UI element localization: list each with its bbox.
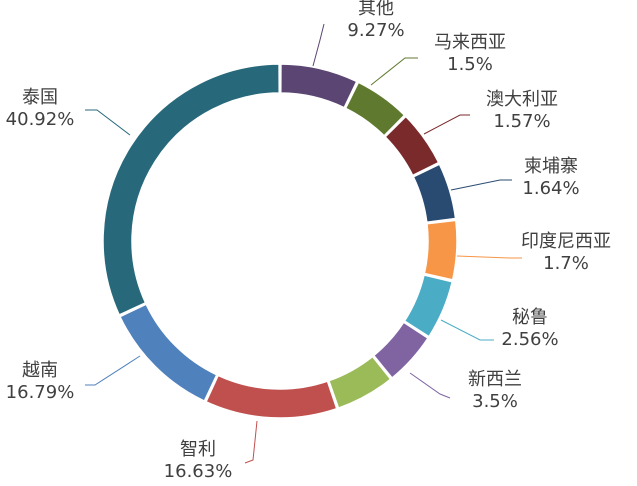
slice-name-label-6: 新西兰 <box>468 369 522 390</box>
slice-value-label-3: 1.64% <box>522 178 579 199</box>
slice-extra <box>327 355 392 410</box>
slice-name-label-4: 印度尼西亚 <box>521 231 611 252</box>
slice-value-label-6: 3.5% <box>472 391 518 412</box>
slice-name-label-1: 马来西亚 <box>434 32 506 53</box>
slice-0 <box>280 63 358 109</box>
slice-value-label-7: 16.63% <box>164 461 233 482</box>
slice-1 <box>344 81 406 137</box>
slice-4 <box>423 219 458 281</box>
slice-9 <box>102 63 280 316</box>
slice-name-label-3: 柬埔寨 <box>524 156 578 177</box>
slice-name-label-8: 越南 <box>22 360 58 381</box>
slice-2 <box>384 115 440 177</box>
slice-7 <box>118 303 218 403</box>
slice-name-label-9: 泰国 <box>22 87 58 108</box>
leader-line-6 <box>409 372 451 399</box>
slice-value-label-9: 40.92% <box>6 109 75 130</box>
slice-name-label-2: 澳大利亚 <box>486 89 558 110</box>
leader-line-1 <box>370 57 418 86</box>
leader-line-3 <box>450 179 512 191</box>
slice-value-label-1: 1.5% <box>447 54 493 75</box>
slice-3 <box>412 163 457 224</box>
leader-line-4 <box>456 255 522 259</box>
slice-value-label-2: 1.57% <box>493 111 550 132</box>
slice-5 <box>403 274 454 338</box>
slice-value-label-5: 2.56% <box>501 329 558 350</box>
slice-8 <box>205 374 338 419</box>
leader-line-9 <box>85 109 131 136</box>
leader-line-8 <box>85 355 141 386</box>
slice-6 <box>372 321 429 380</box>
leader-lines-group <box>85 23 522 464</box>
slice-value-label-8: 16.79% <box>6 382 75 403</box>
leader-line-0 <box>312 23 325 67</box>
slice-value-label-0: 9.27% <box>347 20 404 41</box>
slice-name-label-5: 秘鲁 <box>512 307 548 328</box>
slice-name-label-0: 其他 <box>358 0 394 19</box>
leader-line-5 <box>440 319 494 341</box>
slices-group <box>102 63 458 419</box>
leader-line-7 <box>244 420 258 464</box>
slice-name-label-7: 智利 <box>180 439 216 460</box>
leader-line-2 <box>423 114 470 135</box>
slice-value-label-4: 1.7% <box>543 253 589 274</box>
